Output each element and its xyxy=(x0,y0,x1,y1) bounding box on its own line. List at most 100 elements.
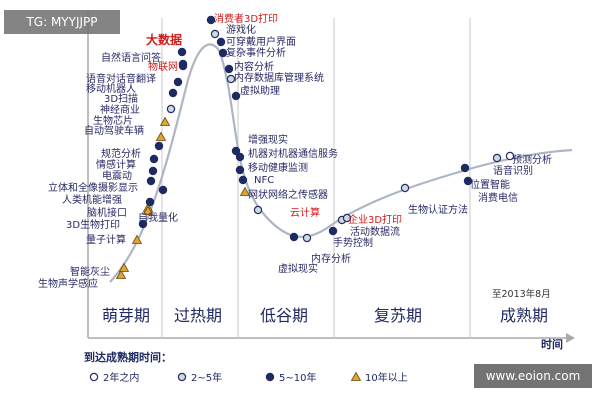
point-label: 企业3D打印 xyxy=(348,213,402,226)
point-label: 神经商业 xyxy=(100,103,140,116)
point-marker xyxy=(216,37,226,47)
point-marker xyxy=(231,91,241,101)
point-label: 虚拟现实 xyxy=(278,262,318,275)
point-label: 立体和全像摄影显示 xyxy=(48,181,138,194)
point-marker xyxy=(154,141,164,151)
point-marker xyxy=(492,153,502,163)
point-label: 虚拟助理 xyxy=(240,84,280,97)
point-marker xyxy=(173,77,183,87)
point-label: 语音识别 xyxy=(493,164,533,177)
point-label: 量子计算 xyxy=(86,233,126,246)
point-label: 物联网 xyxy=(148,60,178,73)
point-marker xyxy=(235,152,245,162)
phase-label: 萌芽期 xyxy=(102,306,150,325)
point-marker xyxy=(342,213,352,223)
point-label: 规范分析 xyxy=(101,147,141,160)
point-label: 自动驾驶车辆 xyxy=(84,124,144,137)
point-marker xyxy=(460,163,470,173)
point-label: 脑机接口 xyxy=(87,206,127,219)
point-marker xyxy=(463,176,473,186)
point-marker xyxy=(155,131,167,141)
point-marker xyxy=(115,269,127,279)
point-label: 游戏化 xyxy=(226,23,256,36)
point-label: 情感计算 xyxy=(96,158,136,171)
point-marker xyxy=(238,175,248,185)
legend-marker xyxy=(89,372,99,382)
point-marker xyxy=(210,29,220,39)
legend-marker xyxy=(177,372,187,382)
point-label: 云计算 xyxy=(290,206,320,219)
legend-title: 到达成熟期时间： xyxy=(84,350,172,364)
point-marker xyxy=(239,186,251,196)
legend-label: 2~5年 xyxy=(191,371,222,384)
point-label: 电震动 xyxy=(102,169,132,182)
point-marker xyxy=(145,197,155,207)
point-marker xyxy=(131,234,143,244)
point-marker xyxy=(142,205,154,215)
point-marker xyxy=(149,154,159,164)
point-marker xyxy=(218,48,228,58)
point-marker xyxy=(168,88,178,98)
phase-label: 过热期 xyxy=(174,306,222,325)
point-label: 生物声学感应 xyxy=(38,277,98,290)
point-label: 预测分析 xyxy=(512,153,552,166)
point-label: 人类机能增强 xyxy=(62,193,122,206)
point-label: 可穿戴用户界面 xyxy=(226,35,296,48)
x-axis-label: 时间 xyxy=(541,337,563,351)
point-label: 网状网络之传感器 xyxy=(248,188,328,201)
point-marker xyxy=(235,165,245,175)
point-label: 大数据 xyxy=(146,32,182,47)
point-label: 生物认证方法 xyxy=(408,203,468,216)
point-label: 移动机器人 xyxy=(86,82,136,95)
point-label: NFC xyxy=(254,175,274,186)
watermark: www.eoion.com xyxy=(474,364,592,388)
point-marker xyxy=(302,233,312,243)
legend-marker xyxy=(350,371,362,381)
point-label: 自我量化 xyxy=(138,211,178,224)
point-label: 消费者3D打印 xyxy=(214,12,278,25)
point-marker xyxy=(166,104,176,114)
point-marker xyxy=(178,59,188,69)
phase-labels: 萌芽期 过热期 低谷期 复苏期 成熟期 xyxy=(102,306,548,325)
point-label: 3D生物打印 xyxy=(66,218,120,231)
point-label: 复杂事件分析 xyxy=(226,46,286,59)
legend-label: 5~10年 xyxy=(279,371,316,384)
point-marker xyxy=(138,219,148,229)
point-marker xyxy=(148,166,158,176)
point-label: 语音对话音翻译 xyxy=(86,72,156,85)
point-marker xyxy=(159,116,171,126)
point-label: 机器对机器通信服务 xyxy=(248,147,338,160)
point-label: 3D扫描 xyxy=(104,92,138,105)
point-marker xyxy=(231,146,241,156)
x-axis-arrow xyxy=(566,333,575,343)
legend: 2年之内 2~5年 5~10年 10年以上 xyxy=(89,371,408,384)
point-marker xyxy=(400,183,410,193)
point-marker xyxy=(505,151,515,161)
point-marker xyxy=(158,185,168,195)
phase-label: 低谷期 xyxy=(260,306,308,325)
point-marker xyxy=(177,47,187,57)
point-label: 内容分析 xyxy=(234,60,274,73)
source-badge: TG: MYYJJPP xyxy=(4,10,120,34)
point-marker xyxy=(289,232,299,242)
point-marker xyxy=(118,262,130,272)
point-marker xyxy=(253,205,263,215)
phase-label: 复苏期 xyxy=(374,306,422,325)
point-marker xyxy=(226,74,236,84)
phase-label: 成熟期 xyxy=(500,306,548,325)
point-label: 位置智能 xyxy=(470,178,510,191)
point-label: 智能灰尘 xyxy=(70,265,110,278)
legend-marker xyxy=(265,372,275,382)
point-marker xyxy=(328,226,338,236)
point-marker xyxy=(206,15,216,25)
legend-label: 10年以上 xyxy=(365,371,408,384)
point-label: 手势控制 xyxy=(333,236,373,249)
point-marker xyxy=(224,64,234,74)
point-label: 内存分析 xyxy=(311,252,351,265)
point-label: 生物芯片 xyxy=(93,114,133,127)
point-label: 增强现实 xyxy=(248,133,288,146)
point-label: 移动健康监测 xyxy=(248,161,308,174)
